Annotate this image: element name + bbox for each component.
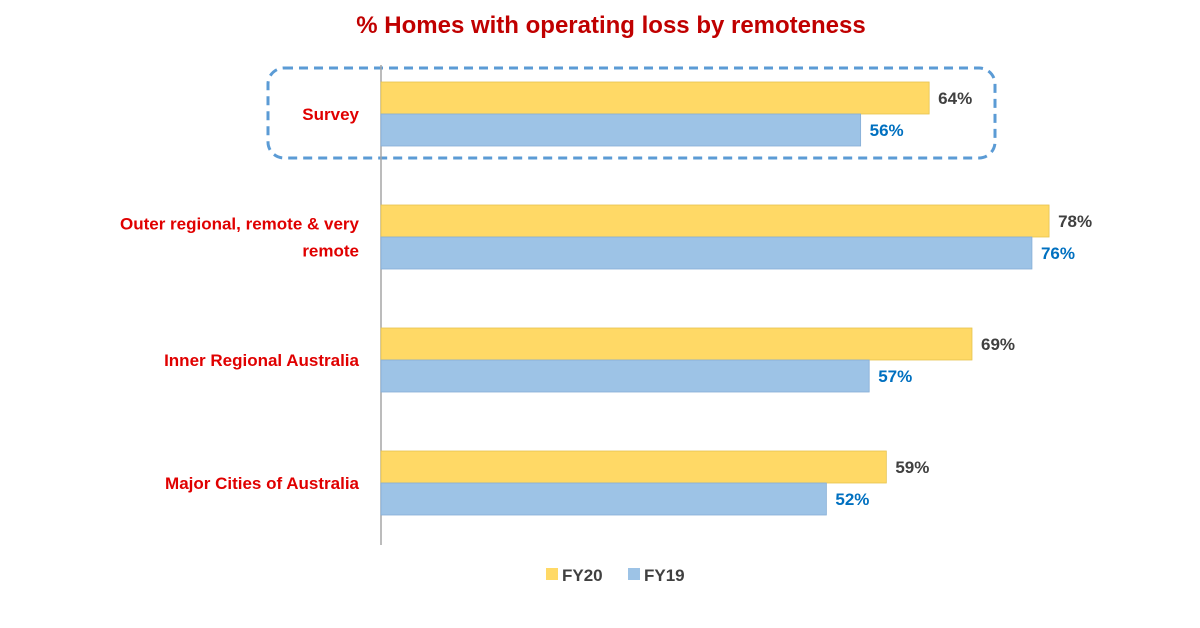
bar-fy19: [380, 359, 870, 393]
data-label: 64%: [938, 89, 972, 108]
data-label: 52%: [835, 490, 869, 509]
bar-fy19: [380, 482, 827, 516]
bar-fy20: [380, 327, 973, 361]
category-label: remote: [302, 242, 359, 261]
data-label: 57%: [878, 367, 912, 386]
data-label: 59%: [895, 458, 929, 477]
bar-fy20: [380, 450, 887, 484]
category-label: Major Cities of Australia: [165, 474, 360, 493]
bar-fy20: [380, 204, 1050, 238]
data-label: 56%: [870, 121, 904, 140]
data-label: 78%: [1058, 212, 1092, 231]
bar-fy19: [380, 113, 862, 147]
bar-fy19: [380, 236, 1033, 270]
data-label: 76%: [1041, 244, 1075, 263]
category-label: Survey: [302, 105, 359, 124]
data-label: 69%: [981, 335, 1015, 354]
chart-title: % Homes with operating loss by remotenes…: [356, 12, 866, 39]
legend-swatch-fy19: [628, 568, 640, 580]
category-label: Inner Regional Australia: [164, 351, 359, 370]
legend-swatch-fy20: [546, 568, 558, 580]
bar-fy20: [380, 81, 930, 115]
legend-label: FY19: [644, 566, 685, 585]
legend-label: FY20: [562, 566, 603, 585]
highlight-box: [266, 66, 997, 160]
category-label: Outer regional, remote & very: [120, 215, 360, 234]
